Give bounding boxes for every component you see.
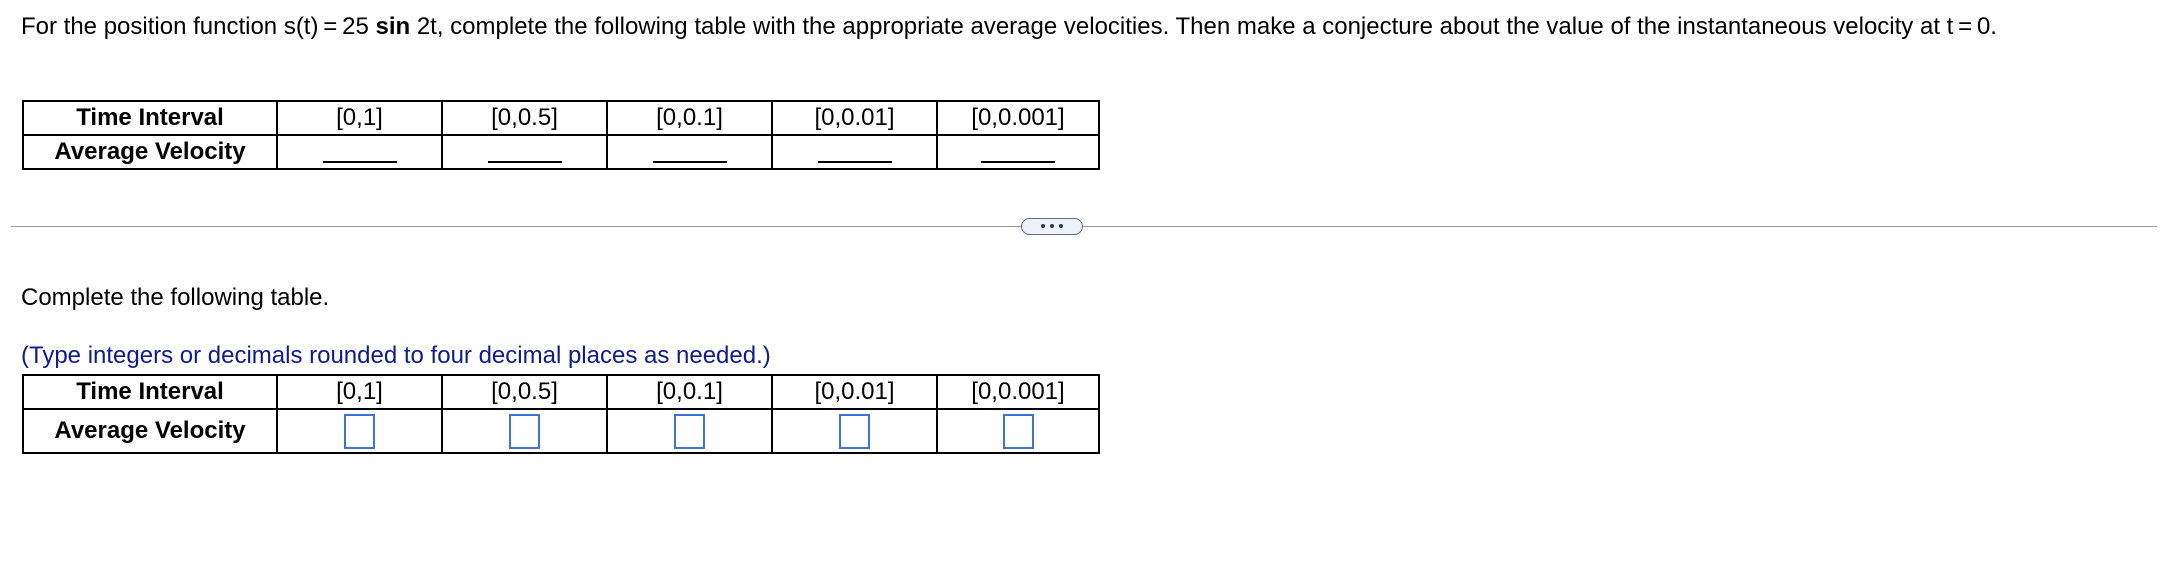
interval-cell: [0,0.5] <box>441 100 608 136</box>
interval-cell: [0,0.01] <box>771 374 938 410</box>
blank-line <box>487 137 562 163</box>
blank-line <box>652 137 727 163</box>
question-suffix: 2t, complete the following table with th… <box>410 13 1997 40</box>
time-interval-header: Time Interval <box>22 374 278 410</box>
answer-cell <box>276 408 443 454</box>
average-velocity-header: Average Velocity <box>22 134 278 170</box>
interval-cell: [0,0.001] <box>936 374 1100 410</box>
answer-cell <box>936 408 1100 454</box>
blank-line <box>817 137 892 163</box>
answer-input[interactable] <box>839 413 870 449</box>
interval-cell: [0,1] <box>276 374 443 410</box>
expand-button[interactable] <box>1021 218 1083 235</box>
blank-cell <box>936 134 1100 170</box>
section-divider <box>11 226 2157 227</box>
blank-cell <box>771 134 938 170</box>
question-prefix: For the position function s(t) = 25 <box>21 13 376 40</box>
answer-cell <box>441 408 608 454</box>
blank-line <box>981 137 1055 163</box>
blank-line <box>322 137 397 163</box>
blank-cell <box>606 134 773 170</box>
ellipsis-icon <box>1041 224 1063 228</box>
table-row: Time Interval [0,1] [0,0.5] [0,0.1] [0,0… <box>22 374 1100 410</box>
instruction-text: Complete the following table. <box>21 284 330 311</box>
time-interval-header: Time Interval <box>22 100 278 136</box>
answer-input[interactable] <box>1002 413 1034 449</box>
interval-cell: [0,0.1] <box>606 374 773 410</box>
interval-cell: [0,0.1] <box>606 100 773 136</box>
table-row: Average Velocity <box>22 134 1100 170</box>
interval-cell: [0,1] <box>276 100 443 136</box>
blank-cell <box>276 134 443 170</box>
table-row: Time Interval [0,1] [0,0.5] [0,0.1] [0,0… <box>22 100 1100 136</box>
answer-table: Time Interval [0,1] [0,0.5] [0,0.1] [0,0… <box>22 374 1100 454</box>
hint-text: (Type integers or decimals rounded to fo… <box>21 342 771 369</box>
table-row: Average Velocity <box>22 408 1100 454</box>
answer-input[interactable] <box>509 413 540 449</box>
given-table: Time Interval [0,1] [0,0.5] [0,0.1] [0,0… <box>22 100 1100 170</box>
question-sin: sin <box>375 13 411 40</box>
answer-input[interactable] <box>674 413 705 449</box>
blank-cell <box>441 134 608 170</box>
answer-cell <box>606 408 773 454</box>
average-velocity-header: Average Velocity <box>22 408 278 454</box>
interval-cell: [0,0.01] <box>771 100 938 136</box>
answer-cell <box>771 408 938 454</box>
answer-input[interactable] <box>344 413 375 449</box>
interval-cell: [0,0.5] <box>441 374 608 410</box>
interval-cell: [0,0.001] <box>936 100 1100 136</box>
question-text: For the position function s(t) = 25 sin … <box>21 10 2151 43</box>
